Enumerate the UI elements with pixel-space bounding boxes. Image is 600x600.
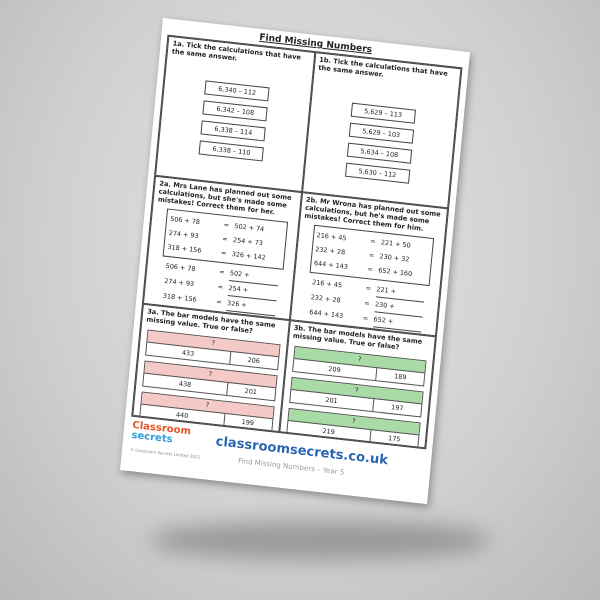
- worksheet: Find Missing Numbers 1a. Tick the calcul…: [120, 18, 470, 505]
- sheet-shadow: [150, 520, 490, 560]
- classroom-secrets-logo: Classroom secrets: [130, 419, 192, 446]
- calculation-box[interactable]: 5,634 – 108: [346, 142, 412, 164]
- calculation-box[interactable]: 5,630 – 112: [344, 162, 411, 184]
- calculation-box[interactable]: 6,338 – 110: [198, 140, 265, 162]
- calculation-box[interactable]: 5,629 – 103: [348, 122, 414, 144]
- question-1a: 1a. Tick the calculations that have the …: [155, 35, 315, 193]
- question-2a: 2a. Mrs Lane has planned out some calcul…: [142, 175, 302, 321]
- calculation-box[interactable]: 5,629 – 113: [350, 102, 416, 124]
- question-grid: 1a. Tick the calculations that have the …: [131, 34, 463, 450]
- question-3a: 3a. The bar models have the same missing…: [132, 303, 290, 433]
- calculation-box[interactable]: 6,338 – 114: [200, 120, 267, 142]
- calculation-box[interactable]: 6,342 – 108: [202, 100, 268, 122]
- calculation-box[interactable]: 6,340 – 112: [204, 80, 270, 102]
- copyright: © Classroom Secrets Limited 2022: [129, 446, 201, 460]
- question-1b: 1b. Tick the calculations that have the …: [301, 52, 462, 209]
- question-3b: 3b. The bar models have the same missing…: [278, 320, 436, 449]
- question-2b: 2b. Mr Wrona has planned out some calcul…: [289, 192, 449, 337]
